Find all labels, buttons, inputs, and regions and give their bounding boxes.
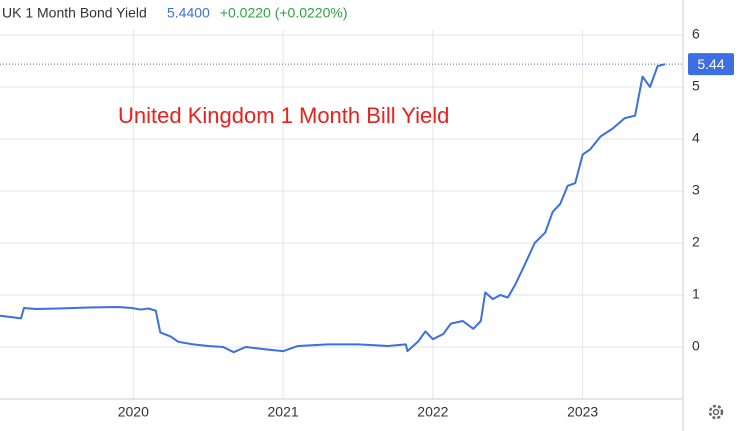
x-tick-label: 2023 bbox=[567, 404, 598, 420]
series-name: UK 1 Month Bond Yield bbox=[2, 5, 147, 21]
last-value-tag bbox=[688, 53, 734, 76]
line bbox=[0, 63, 666, 354]
price: 5.4400 bbox=[167, 5, 210, 21]
x-tick-label: 2021 bbox=[268, 404, 299, 420]
y-tick-label: 4 bbox=[692, 130, 700, 146]
y-tick-label: 6 bbox=[692, 26, 700, 42]
price-change: +0.0220 (+0.0220%) bbox=[220, 5, 348, 21]
last-value-label: 5.44 bbox=[697, 56, 724, 72]
y-tick-label: 3 bbox=[692, 182, 700, 198]
annotation: United Kingdom 1 Month Bill Yield bbox=[118, 103, 449, 128]
y-tick-label: 2 bbox=[692, 234, 700, 250]
y-tick-label: 0 bbox=[692, 338, 700, 354]
y-tick-label: 5 bbox=[692, 78, 700, 94]
x-tick-label: 2022 bbox=[417, 404, 448, 420]
y-tick-label: 1 bbox=[692, 286, 700, 302]
x-tick-label: 2020 bbox=[118, 404, 149, 420]
settings-icon[interactable] bbox=[708, 404, 724, 420]
